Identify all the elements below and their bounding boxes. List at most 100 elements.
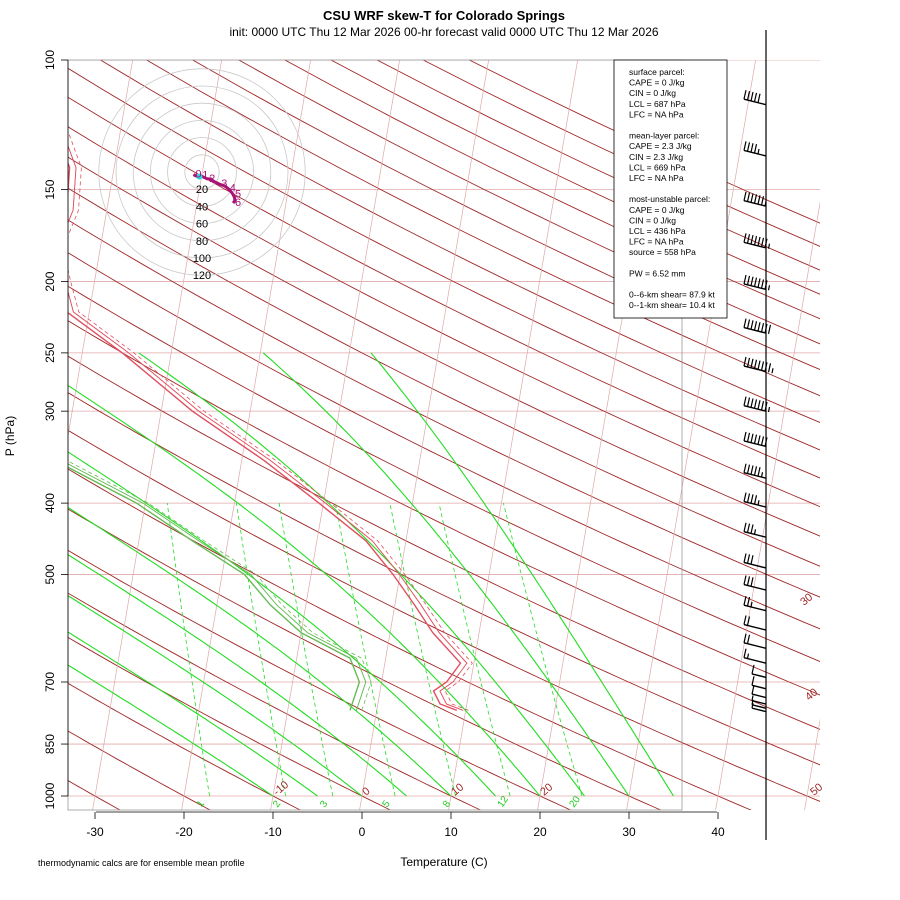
info-line: PW = 6.52 mm: [629, 268, 685, 278]
wind-barb-flag: [750, 91, 754, 102]
wind-barb-flag: [743, 431, 747, 442]
dry-adiabat-line: [68, 219, 820, 598]
wind-barb-flag: [750, 358, 754, 368]
hodograph-ring-label: 120: [193, 270, 211, 282]
wind-barb-flag: [760, 196, 765, 206]
wind-barb-flag: [753, 235, 758, 246]
wind-barb-flag: [757, 322, 761, 332]
wind-barb-flag: [750, 143, 754, 153]
temperature-profile-line: [68, 130, 473, 711]
x-tick-label: -20: [175, 825, 193, 839]
wind-barb-flag: [757, 195, 761, 205]
wind-barb-flag: [757, 236, 761, 247]
wind-barb-half-flag: [757, 500, 760, 506]
hodograph-ring: [98, 68, 306, 276]
hodograph-ring: [149, 120, 254, 224]
wind-barb-half-flag: [767, 406, 771, 413]
info-box-frame: [613, 59, 728, 319]
info-line: LFC = NA hPa: [629, 109, 684, 119]
wind-barb-flag: [750, 398, 754, 408]
hodograph-ring-label: 20: [196, 184, 208, 196]
info-line: CAPE = 2.3 J/kg: [629, 141, 692, 151]
wind-barb-flag: [746, 634, 751, 644]
wind-barb-staff: [751, 693, 767, 699]
wind-barb-flag: [757, 467, 761, 477]
wind-barb-flag: [746, 576, 751, 586]
hodograph-ring: [167, 137, 237, 207]
wind-barb-flag: [751, 676, 755, 686]
wind-barb-flag: [764, 437, 768, 447]
wind-barb-flag: [751, 684, 755, 695]
wind-barb-flag: [760, 436, 765, 446]
wind-barb-flag: [750, 524, 754, 534]
moist-adiabat-line: [68, 595, 363, 797]
info-line: LCL = 669 hPa: [629, 162, 686, 172]
wind-barb-flag: [757, 400, 761, 410]
hodograph-ring-label: 100: [193, 253, 211, 265]
wind-barb-flag: [764, 362, 768, 372]
wind-barb-flag: [743, 492, 747, 502]
wind-barb-flag: [746, 142, 751, 152]
info-line: CIN = 0 J/kg: [629, 88, 676, 98]
wind-barb-half-flag: [746, 653, 750, 659]
dry-adiabat-line: [68, 508, 662, 810]
hodograph-ring-label: 60: [196, 219, 208, 231]
info-line: LFC = NA hPa: [629, 173, 684, 183]
hodograph: 20 40 60 80 100 120 0 1 2 3 456: [98, 68, 306, 282]
x-tick-label: 30: [622, 825, 636, 839]
wind-barb-flag: [764, 280, 768, 290]
moist-adiabat-line: [68, 384, 541, 797]
chart-subtitle: init: 0000 UTC Thu 12 Mar 2026 00-hr for…: [229, 25, 658, 39]
info-line: CAPE = 0 J/kg: [629, 78, 685, 88]
dry-adiabat-line: [68, 730, 211, 810]
info-line: LCL = 687 hPa: [629, 99, 686, 109]
isotherm-label: -10: [271, 779, 291, 798]
x-tick-label: 10: [444, 825, 458, 839]
dry-adiabat-line: [68, 392, 820, 766]
wind-barb-flag: [743, 633, 747, 643]
x-tick-label: 40: [711, 825, 725, 839]
wind-barb-flag: [753, 143, 758, 154]
info-line: 0--1-km shear= 10.4 kt: [629, 300, 715, 310]
moist-adiabat-line: [68, 554, 407, 797]
info-line: CAPE = 0 J/kg: [629, 205, 685, 215]
wind-barb-flag: [764, 238, 768, 248]
wind-barb-flag: [764, 323, 768, 334]
info-line: surface parcel:: [629, 67, 685, 77]
mixing-ratio-line: [438, 503, 511, 797]
wind-barb-flag: [750, 235, 754, 245]
isotherm-line: [448, 60, 578, 810]
dry-adiabat-line: [68, 187, 820, 567]
x-axis-label: Temperature (C): [400, 855, 487, 869]
dewpoint-profile-line: [68, 463, 367, 711]
hodograph-point-label: 0: [195, 169, 201, 181]
wind-barb-flag: [760, 279, 765, 289]
y-axis-label: P (hPa): [3, 416, 17, 456]
wind-barb-flag: [743, 90, 747, 100]
wind-barb-flag: [743, 615, 747, 625]
wind-barb-flag: [753, 495, 758, 505]
mixing-ratio-line: [335, 503, 396, 797]
dry-adiabat-line: [145, 60, 820, 397]
dry-adiabat-line: [283, 60, 820, 320]
wind-barb-flag: [743, 596, 747, 606]
wind-barb-flag: [753, 466, 758, 476]
wind-barb-flag: [746, 493, 751, 503]
wind-barb-flag: [760, 322, 765, 333]
y-tick-label: 300: [43, 401, 57, 421]
mixing-ratio-label: 1: [195, 798, 207, 809]
wind-barb-flag: [743, 575, 747, 585]
mixing-ratio-label: 3: [318, 798, 330, 809]
wind-barb-flag: [760, 401, 765, 411]
moist-adiabat-line: [68, 631, 318, 797]
temperature-profile-line: [68, 161, 462, 712]
wind-barb-flag: [764, 401, 768, 412]
mixing-ratio-line: [166, 503, 210, 797]
dry-adiabat-line: [68, 636, 392, 810]
isotherm-line: [715, 201, 820, 810]
wind-barb-half-flag: [757, 148, 760, 155]
info-line: LFC = NA hPa: [629, 237, 684, 247]
